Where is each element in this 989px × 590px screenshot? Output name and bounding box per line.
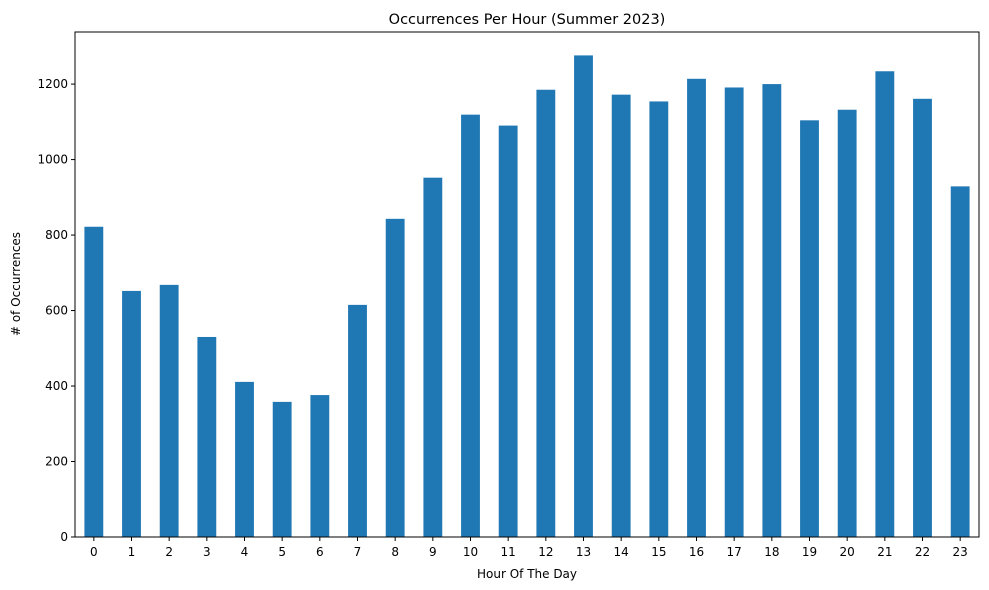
x-tick-label: 20 <box>840 545 855 559</box>
bar-hour-6 <box>310 395 330 537</box>
bar-hour-23 <box>950 186 970 537</box>
x-tick-label: 19 <box>802 545 817 559</box>
bar-hour-8 <box>385 218 405 538</box>
bar-hour-7 <box>348 304 367 537</box>
bar-hour-9 <box>423 177 443 537</box>
x-axis-label: Hour Of The Day <box>477 567 577 581</box>
x-tick-label: 21 <box>877 545 892 559</box>
bar-hour-3 <box>197 336 217 537</box>
y-tick-label: 600 <box>45 304 68 318</box>
x-tick-label: 0 <box>90 545 98 559</box>
x-tick-label: 23 <box>953 545 968 559</box>
x-tick-label: 15 <box>651 545 666 559</box>
bar-hour-13 <box>574 55 593 537</box>
y-tick-label: 200 <box>45 455 68 469</box>
x-axis: 0 1 2 3 4 5 6 7 8 9 10 11 12 13 14 15 16 17 18 19 20 21 22 23 <box>90 537 968 559</box>
bars-group <box>84 55 970 538</box>
x-tick-label: 14 <box>614 545 629 559</box>
bar-hour-5 <box>272 401 292 537</box>
x-tick-label: 8 <box>391 545 399 559</box>
bar-hour-4 <box>235 381 254 537</box>
x-tick-label: 13 <box>576 545 591 559</box>
y-axis: 0 200 400 600 800 1000 1200 <box>37 77 75 544</box>
x-tick-label: 18 <box>764 545 779 559</box>
bar-hour-14 <box>611 94 631 538</box>
bar-hour-2 <box>159 284 179 537</box>
chart-title: Occurrences Per Hour (Summer 2023) <box>389 12 666 28</box>
bar-hour-0 <box>84 226 104 537</box>
x-tick-label: 2 <box>165 545 173 559</box>
y-tick-label: 0 <box>60 530 68 544</box>
bar-hour-16 <box>687 78 706 537</box>
bar-hour-17 <box>724 87 744 538</box>
bar-hour-12 <box>536 89 556 537</box>
x-tick-label: 7 <box>354 545 362 559</box>
x-tick-label: 16 <box>689 545 704 559</box>
bar-hour-21 <box>875 71 895 537</box>
bar-hour-11 <box>498 125 518 538</box>
x-tick-label: 6 <box>316 545 324 559</box>
x-tick-label: 12 <box>538 545 553 559</box>
bar-hour-1 <box>122 290 141 537</box>
plot-frame <box>74 31 980 538</box>
x-tick-label: 3 <box>203 545 211 559</box>
y-axis-label: # of Occurrences <box>9 232 23 336</box>
x-tick-label: 17 <box>727 545 742 559</box>
x-tick-label: 1 <box>128 545 136 559</box>
y-tick-label: 400 <box>45 379 68 393</box>
bar-hour-20 <box>837 109 857 538</box>
x-tick-label: 9 <box>429 545 437 559</box>
bar-hour-15 <box>649 101 669 538</box>
y-tick-label: 800 <box>45 228 68 242</box>
y-tick-label: 1000 <box>37 153 68 167</box>
x-tick-label: 5 <box>278 545 286 559</box>
y-tick-label: 1200 <box>37 77 68 91</box>
x-tick-label: 4 <box>241 545 249 559</box>
x-tick-label: 10 <box>463 545 478 559</box>
x-tick-label: 22 <box>915 545 930 559</box>
bar-hour-10 <box>461 114 480 537</box>
x-tick-label: 11 <box>501 545 516 559</box>
bar-hour-18 <box>762 84 782 537</box>
bar-hour-19 <box>800 120 819 537</box>
bar-hour-22 <box>913 98 932 537</box>
